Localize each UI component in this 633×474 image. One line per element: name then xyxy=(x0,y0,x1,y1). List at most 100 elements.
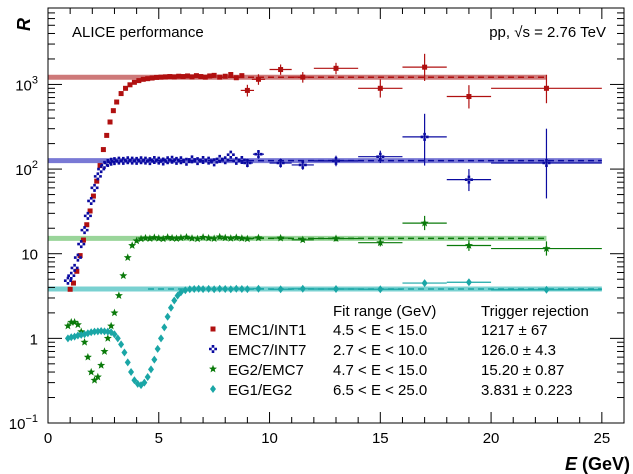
x-tick-label: 20 xyxy=(483,430,500,447)
data-point xyxy=(91,327,98,336)
series-emc7-int7 xyxy=(63,113,602,285)
data-point xyxy=(100,147,106,153)
x-tick-label: 5 xyxy=(155,430,163,447)
data-point xyxy=(83,352,92,361)
data-point xyxy=(233,75,239,81)
data-point xyxy=(103,334,112,342)
data-point xyxy=(141,378,148,387)
data-point xyxy=(136,78,142,84)
data-point xyxy=(239,73,245,79)
data-point xyxy=(207,73,213,79)
data-point xyxy=(244,87,250,93)
series-eg2-emc7 xyxy=(63,215,602,384)
data-point xyxy=(465,278,472,287)
data-point xyxy=(243,234,252,243)
y-axis: 10−1 1 10 102 103 xyxy=(9,7,624,433)
data-point xyxy=(222,73,228,79)
data-point xyxy=(114,334,121,343)
data-point xyxy=(80,237,86,243)
data-point xyxy=(200,285,207,294)
x-axis-title: E (GeV) xyxy=(565,454,630,474)
data-point xyxy=(67,318,76,326)
data-point xyxy=(182,232,191,241)
data-point xyxy=(255,76,261,82)
legend-entry-label: EG2/EMC7 xyxy=(228,362,304,379)
data-point xyxy=(188,234,196,242)
data-point xyxy=(101,327,108,336)
y-tick-label: 1 xyxy=(30,331,38,348)
data-point xyxy=(215,232,224,241)
data-point xyxy=(204,233,213,242)
data-point xyxy=(226,234,235,242)
x-tick-label: 25 xyxy=(594,430,611,447)
data-point xyxy=(107,321,116,330)
data-point xyxy=(144,372,151,381)
legend-marker xyxy=(210,326,216,332)
data-point xyxy=(205,284,212,293)
data-point xyxy=(119,271,128,280)
x-tick-label: 10 xyxy=(261,430,278,447)
data-point xyxy=(185,73,191,79)
data-point xyxy=(87,367,96,376)
data-point xyxy=(186,285,193,294)
data-point xyxy=(300,74,306,80)
data-point xyxy=(140,76,146,82)
data-point xyxy=(74,268,80,274)
data-point xyxy=(151,355,158,364)
data-point xyxy=(233,284,240,293)
data-point xyxy=(254,233,263,242)
data-markers xyxy=(63,53,602,390)
data-point xyxy=(221,233,230,242)
data-point xyxy=(100,347,109,355)
data-point xyxy=(193,234,202,243)
data-point xyxy=(137,234,146,243)
data-point xyxy=(222,284,229,293)
data-point xyxy=(167,74,173,80)
data-point xyxy=(217,74,223,80)
legend-fit-range: 6.5 < E < 25.0 xyxy=(333,382,427,399)
legend-marker xyxy=(209,345,217,353)
data-point xyxy=(73,253,82,262)
data-point xyxy=(157,334,164,343)
data-point xyxy=(70,280,76,286)
data-point xyxy=(176,233,185,242)
data-point xyxy=(464,241,473,249)
legend-fit-range: 2.7 < E < 10.0 xyxy=(333,342,427,359)
series-eg1-eg2 xyxy=(64,278,602,390)
data-point xyxy=(211,72,217,78)
legend-marker xyxy=(210,385,216,393)
data-point xyxy=(111,330,118,339)
x-tick-label: 15 xyxy=(372,430,389,447)
data-point xyxy=(298,160,307,169)
data-point xyxy=(149,75,155,81)
data-point xyxy=(244,285,251,294)
data-point xyxy=(227,285,234,294)
data-point xyxy=(84,222,90,228)
data-point xyxy=(98,327,105,336)
data-point xyxy=(127,82,133,88)
data-point xyxy=(543,85,549,91)
data-point xyxy=(182,157,191,166)
data-point xyxy=(107,157,116,166)
data-point xyxy=(154,234,163,242)
data-point xyxy=(215,154,224,163)
data-point xyxy=(94,327,101,336)
y-tick-label: 103 xyxy=(15,74,38,94)
legend-entry-label: EMC7/INT7 xyxy=(228,342,306,359)
data-point xyxy=(332,156,340,165)
data-point xyxy=(94,178,100,184)
data-point xyxy=(232,233,241,242)
legend-marker xyxy=(209,364,217,373)
data-point xyxy=(298,235,307,244)
legend-rejection: 3.831 ± 0.223 xyxy=(481,382,573,399)
data-point xyxy=(276,158,285,167)
data-point xyxy=(118,340,125,349)
data-point xyxy=(171,74,177,80)
data-point xyxy=(211,285,218,294)
legend-rejection: 15.20 ± 0.87 xyxy=(481,362,564,379)
series-emc1-int1 xyxy=(67,53,602,292)
y-tick-label: 10 xyxy=(21,247,38,264)
data-point xyxy=(67,286,73,292)
data-point xyxy=(299,284,306,293)
